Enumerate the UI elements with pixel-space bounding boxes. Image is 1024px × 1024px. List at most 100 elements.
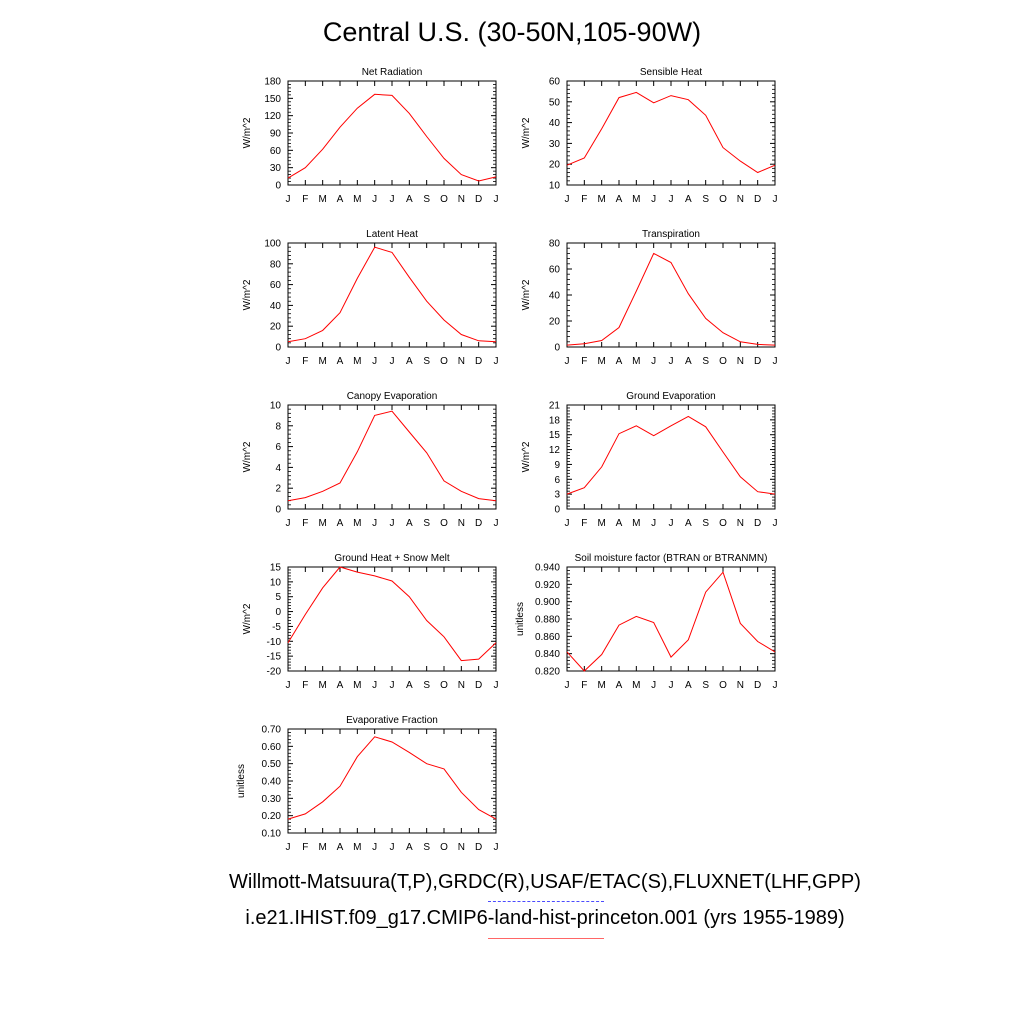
x-tick-label: J [286,356,291,367]
x-tick-label: F [302,194,308,205]
y-tick-label: 8 [275,421,281,432]
x-tick-label: A [616,680,623,691]
x-tick-label: M [353,194,361,205]
model-series-line [566,252,776,346]
x-tick-label: J [372,842,377,853]
x-tick-label: J [565,194,570,205]
plot-frame [566,80,776,186]
y-tick-label: 15 [270,563,282,574]
x-tick-label: A [616,356,623,367]
x-tick-label: J [494,194,499,205]
x-tick-label: M [632,194,640,205]
x-tick-label: A [337,356,344,367]
x-tick-label: D [475,842,482,853]
x-tick-label: J [494,356,499,367]
x-tick-label: J [669,194,674,205]
x-tick-label: F [581,356,587,367]
x-tick-label: M [632,356,640,367]
x-tick-label: J [651,356,656,367]
y-tick-label: 0 [275,181,281,192]
y-tick-label: 40 [549,118,561,129]
x-tick-label: J [390,518,395,529]
y-tick-label: 9 [554,460,560,471]
x-tick-label: M [318,356,326,367]
plot-frame [566,242,776,348]
y-axis-label: W/m^2 [521,279,532,310]
x-tick-label: M [353,842,361,853]
x-tick-label: M [597,194,605,205]
x-tick-label: A [685,518,692,529]
x-tick-label: J [565,680,570,691]
x-tick-label: J [286,842,291,853]
x-tick-label: J [286,680,291,691]
x-tick-label: A [685,356,692,367]
x-tick-label: J [372,356,377,367]
x-tick-label: O [440,518,448,529]
y-tick-label: 6 [275,442,281,453]
y-tick-label: -20 [267,667,282,678]
x-tick-label: M [318,842,326,853]
observation-legend-line [488,901,604,902]
plot-title: Sensible Heat [640,67,702,78]
x-tick-label: J [651,518,656,529]
x-tick-label: J [565,356,570,367]
page-title: Central U.S. (30-50N,105-90W) [322,17,702,47]
y-tick-label: 100 [264,239,281,250]
y-tick-label: 0 [554,343,560,354]
x-tick-label: F [581,680,587,691]
x-tick-label: J [286,518,291,529]
x-tick-label: A [337,842,344,853]
plot-title: Ground Heat + Snow Melt [334,553,450,564]
x-tick-label: J [651,680,656,691]
x-tick-label: J [390,356,395,367]
y-tick-label: -5 [272,622,281,633]
x-tick-label: N [737,680,744,691]
y-tick-label: 0 [275,505,281,516]
y-tick-label: 20 [270,322,282,333]
y-tick-label: 0.840 [535,649,560,660]
model-series-line [287,736,497,820]
x-tick-label: J [390,194,395,205]
x-tick-label: J [372,518,377,529]
x-tick-label: D [754,680,761,691]
x-tick-label: O [440,356,448,367]
y-tick-label: 6 [554,475,560,486]
x-tick-label: A [337,518,344,529]
x-tick-label: S [423,194,430,205]
y-tick-label: 3 [554,490,560,501]
y-axis-label: W/m^2 [242,603,253,634]
x-tick-label: M [597,518,605,529]
plot-title: Ground Evaporation [626,391,716,402]
plot-title: Net Radiation [362,67,423,78]
x-tick-label: J [773,680,778,691]
y-tick-label: 0.40 [262,777,282,788]
y-tick-label: 0.880 [535,615,560,626]
x-tick-label: J [773,194,778,205]
x-tick-label: M [318,518,326,529]
y-tick-label: 10 [270,401,282,412]
x-tick-label: S [702,680,709,691]
x-tick-label: M [318,194,326,205]
x-tick-label: O [440,842,448,853]
x-tick-label: N [737,518,744,529]
x-tick-label: J [372,194,377,205]
plot-frame [566,404,776,510]
model-series-line [566,91,776,174]
x-tick-label: J [669,680,674,691]
x-tick-label: N [458,518,465,529]
x-tick-label: A [406,680,413,691]
y-tick-label: 0.860 [535,632,560,643]
x-tick-label: O [719,194,727,205]
panel-soil-moisture-factor-btran-or-btranmn: J F M A M J J A S O N D J0.8200.8400.8600.8800.9000.… [515,553,778,691]
model-series-line [566,415,776,495]
x-tick-label: F [302,356,308,367]
x-tick-label: M [597,356,605,367]
x-tick-label: A [685,680,692,691]
x-tick-label: J [773,518,778,529]
